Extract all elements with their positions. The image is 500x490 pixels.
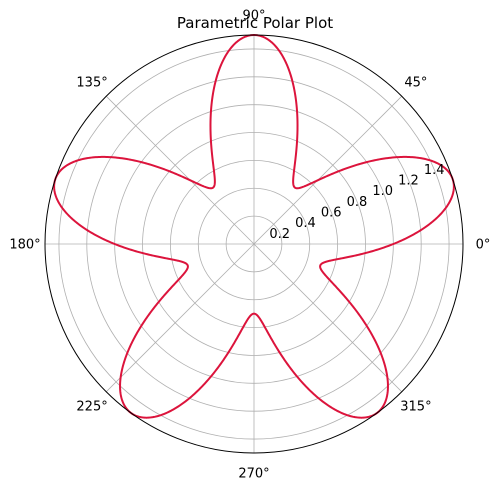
- r-tick-label: 0.4: [295, 216, 316, 231]
- r-tick-label: 0.2: [269, 227, 290, 242]
- theta-tick-label: 270°: [238, 467, 269, 482]
- r-tick-label: 0.8: [347, 195, 368, 210]
- r-tick-label: 0.6: [321, 206, 342, 221]
- theta-tick-label: 225°: [76, 399, 107, 414]
- r-tick-label: 1.4: [424, 163, 445, 178]
- theta-grid-line: [253, 243, 403, 393]
- polar-frame: [44, 34, 464, 454]
- theta-tick-label: 90°: [242, 9, 265, 24]
- polar-grid: [45, 35, 463, 453]
- theta-tick-label: 45°: [404, 76, 427, 91]
- theta-grid-line: [253, 95, 403, 245]
- theta-tick-label: 180°: [9, 238, 40, 253]
- series-line: [53, 34, 455, 419]
- r-tick-label: 1.0: [372, 184, 393, 199]
- theta-grid-line: [105, 243, 255, 393]
- chart-title: Parametric Polar Plot: [177, 14, 333, 32]
- series-group: [53, 34, 455, 419]
- theta-grid-line: [105, 95, 255, 245]
- theta-tick-label: 0°: [476, 238, 491, 253]
- theta-tick-label: 135°: [76, 76, 107, 91]
- theta-tick-label: 315°: [400, 399, 431, 414]
- tick-labels: 0° 45° 90° 135° 180° 225° 270° 315° 0.2 0.4 0.6 0.8…: [9, 9, 490, 482]
- r-tick-label: 1.2: [398, 174, 419, 189]
